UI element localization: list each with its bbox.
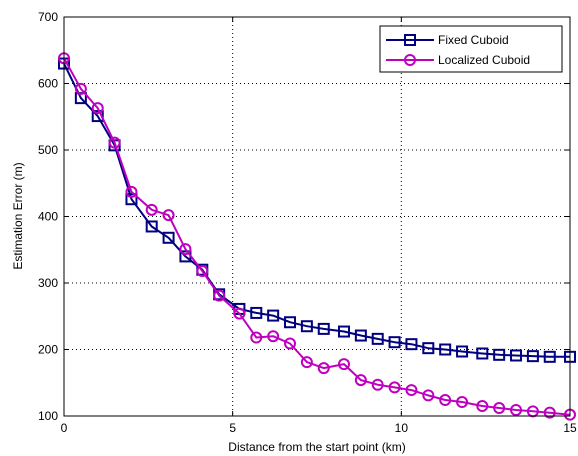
series-layer bbox=[58, 52, 576, 421]
data-point-localized-cuboid bbox=[422, 389, 435, 402]
legend-label-fixed-cuboid: Fixed Cuboid bbox=[438, 33, 509, 47]
data-point-localized-cuboid bbox=[388, 381, 401, 394]
data-point-localized-cuboid bbox=[267, 330, 280, 343]
legend: Fixed Cuboid Localized Cuboid bbox=[379, 25, 563, 73]
y-tick-label: 500 bbox=[38, 143, 58, 157]
legend-label-localized-cuboid: Localized Cuboid bbox=[438, 53, 530, 67]
x-tick-label: 15 bbox=[563, 421, 577, 435]
data-point-fixed-cuboid bbox=[250, 306, 263, 319]
data-point-localized-cuboid bbox=[250, 331, 263, 344]
legend-marker-square bbox=[404, 34, 416, 46]
data-point-localized-cuboid bbox=[337, 358, 350, 371]
data-point-localized-cuboid bbox=[300, 356, 313, 369]
x-tick-label: 0 bbox=[61, 421, 68, 435]
data-point-localized-cuboid bbox=[213, 289, 226, 302]
data-point-fixed-cuboid bbox=[284, 316, 297, 329]
data-point-localized-cuboid bbox=[405, 384, 418, 397]
data-point-fixed-cuboid bbox=[267, 309, 280, 322]
y-tick-label: 600 bbox=[38, 77, 58, 91]
data-point-localized-cuboid bbox=[476, 400, 489, 413]
data-point-fixed-cuboid bbox=[456, 345, 469, 358]
data-point-fixed-cuboid bbox=[354, 329, 367, 342]
y-tick-label: 200 bbox=[38, 343, 58, 357]
data-point-fixed-cuboid bbox=[145, 220, 158, 233]
x-tick-label: 10 bbox=[395, 421, 409, 435]
x-tick-label: 5 bbox=[229, 421, 236, 435]
data-point-fixed-cuboid bbox=[388, 336, 401, 349]
legend-box bbox=[379, 25, 563, 73]
data-point-fixed-cuboid bbox=[91, 110, 104, 123]
data-point-localized-cuboid bbox=[317, 362, 330, 375]
data-point-fixed-cuboid bbox=[543, 350, 556, 363]
data-point-fixed-cuboid bbox=[422, 342, 435, 355]
data-point-localized-cuboid bbox=[145, 203, 158, 216]
legend-marker-circle bbox=[404, 54, 416, 66]
grid bbox=[64, 17, 570, 416]
y-tick-label: 300 bbox=[38, 276, 58, 290]
data-point-localized-cuboid bbox=[91, 102, 104, 115]
data-point-localized-cuboid bbox=[162, 209, 175, 222]
data-point-localized-cuboid bbox=[74, 82, 87, 95]
data-point-fixed-cuboid bbox=[526, 350, 539, 363]
data-point-localized-cuboid bbox=[125, 185, 138, 198]
data-point-localized-cuboid bbox=[196, 265, 209, 278]
y-axis-label: Estimation Error (m) bbox=[11, 162, 25, 269]
data-point-fixed-cuboid bbox=[317, 322, 330, 335]
data-point-localized-cuboid bbox=[233, 307, 246, 320]
data-point-fixed-cuboid bbox=[439, 343, 452, 356]
data-point-localized-cuboid bbox=[354, 374, 367, 387]
y-tick-label: 400 bbox=[38, 210, 58, 224]
data-point-fixed-cuboid bbox=[371, 332, 384, 345]
y-tick-label: 100 bbox=[38, 409, 58, 423]
data-point-localized-cuboid bbox=[510, 404, 523, 417]
data-point-fixed-cuboid bbox=[125, 193, 138, 206]
data-point-localized-cuboid bbox=[179, 243, 192, 256]
y-tick-label: 700 bbox=[38, 10, 58, 24]
data-point-fixed-cuboid bbox=[476, 347, 489, 360]
data-point-fixed-cuboid bbox=[337, 325, 350, 338]
data-point-fixed-cuboid bbox=[510, 349, 523, 362]
data-point-fixed-cuboid bbox=[300, 320, 313, 333]
axis-ticks: 0 5 10 15 100 200 300 400 500 600 700 bbox=[38, 10, 577, 435]
data-point-localized-cuboid bbox=[439, 394, 452, 407]
data-point-localized-cuboid bbox=[493, 402, 506, 415]
data-point-fixed-cuboid bbox=[162, 231, 175, 244]
data-point-localized-cuboid bbox=[543, 406, 556, 419]
data-point-localized-cuboid bbox=[371, 378, 384, 391]
data-point-fixed-cuboid bbox=[405, 338, 418, 351]
x-axis-label: Distance from the start point (km) bbox=[228, 440, 405, 454]
data-point-localized-cuboid bbox=[108, 136, 121, 149]
data-point-fixed-cuboid bbox=[493, 348, 506, 361]
series-localized-cuboid bbox=[58, 52, 576, 421]
data-point-localized-cuboid bbox=[456, 396, 469, 409]
data-point-localized-cuboid bbox=[284, 337, 297, 350]
